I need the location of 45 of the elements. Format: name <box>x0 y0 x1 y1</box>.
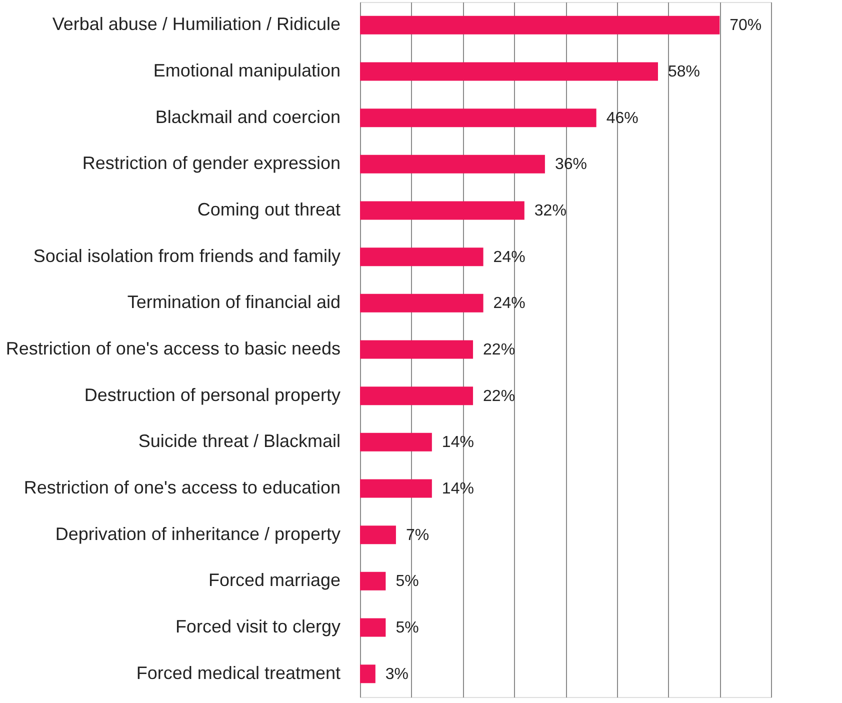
data-label: 24% <box>493 295 526 312</box>
data-label: 24% <box>493 248 526 266</box>
bar <box>360 572 386 590</box>
y-tick-label: Suicide threat / Blackmail <box>138 431 340 452</box>
data-label: 22% <box>483 388 516 405</box>
y-tick-label: Deprivation of inheritance / property <box>55 524 340 544</box>
bar <box>360 340 474 359</box>
bar <box>360 62 658 81</box>
data-label: 32% <box>534 202 566 220</box>
data-label: 5% <box>396 620 419 636</box>
bar <box>360 432 432 452</box>
data-label: 3% <box>385 666 409 683</box>
bar <box>360 248 484 266</box>
y-tick-label: Social isolation from friends and family <box>33 246 340 266</box>
y-tick-label: Forced visit to clergy <box>175 616 340 636</box>
y-tick-label: Forced medical treatment <box>136 662 340 683</box>
data-label: 36% <box>554 156 587 174</box>
bar <box>360 618 386 637</box>
y-tick-label: Verbal abuse / Humiliation / Ridicule <box>52 14 340 34</box>
bar <box>360 386 474 406</box>
y-tick-label: Destruction of personal property <box>84 384 340 405</box>
y-tick-label: Emotional manipulation <box>153 60 340 80</box>
y-tick-label: Coming out threat <box>197 200 340 220</box>
y-tick-label: Restriction of one's access to education <box>24 478 340 498</box>
y-tick-label: Blackmail and coercion <box>155 106 340 127</box>
data-label: 14% <box>442 434 474 452</box>
data-label: 14% <box>442 480 474 498</box>
bar <box>360 201 524 220</box>
data-label: 70% <box>730 17 762 34</box>
bar <box>360 294 484 312</box>
y-tick-label: Forced marriage <box>208 570 340 590</box>
bar <box>360 108 596 128</box>
y-tick-label: Restriction of one's access to basic needs <box>6 338 340 358</box>
data-label: 58% <box>668 64 700 80</box>
y-tick-label: Termination of financial aid <box>127 292 340 312</box>
data-label: 5% <box>396 573 419 590</box>
bar <box>360 16 720 34</box>
y-tick-label: Restriction of gender expression <box>82 153 340 174</box>
data-label: 22% <box>483 342 516 358</box>
bar <box>360 664 376 684</box>
data-label: 7% <box>406 526 430 544</box>
bar <box>360 154 545 174</box>
data-label: 46% <box>606 110 638 127</box>
bar <box>360 526 396 544</box>
bar <box>360 479 432 498</box>
